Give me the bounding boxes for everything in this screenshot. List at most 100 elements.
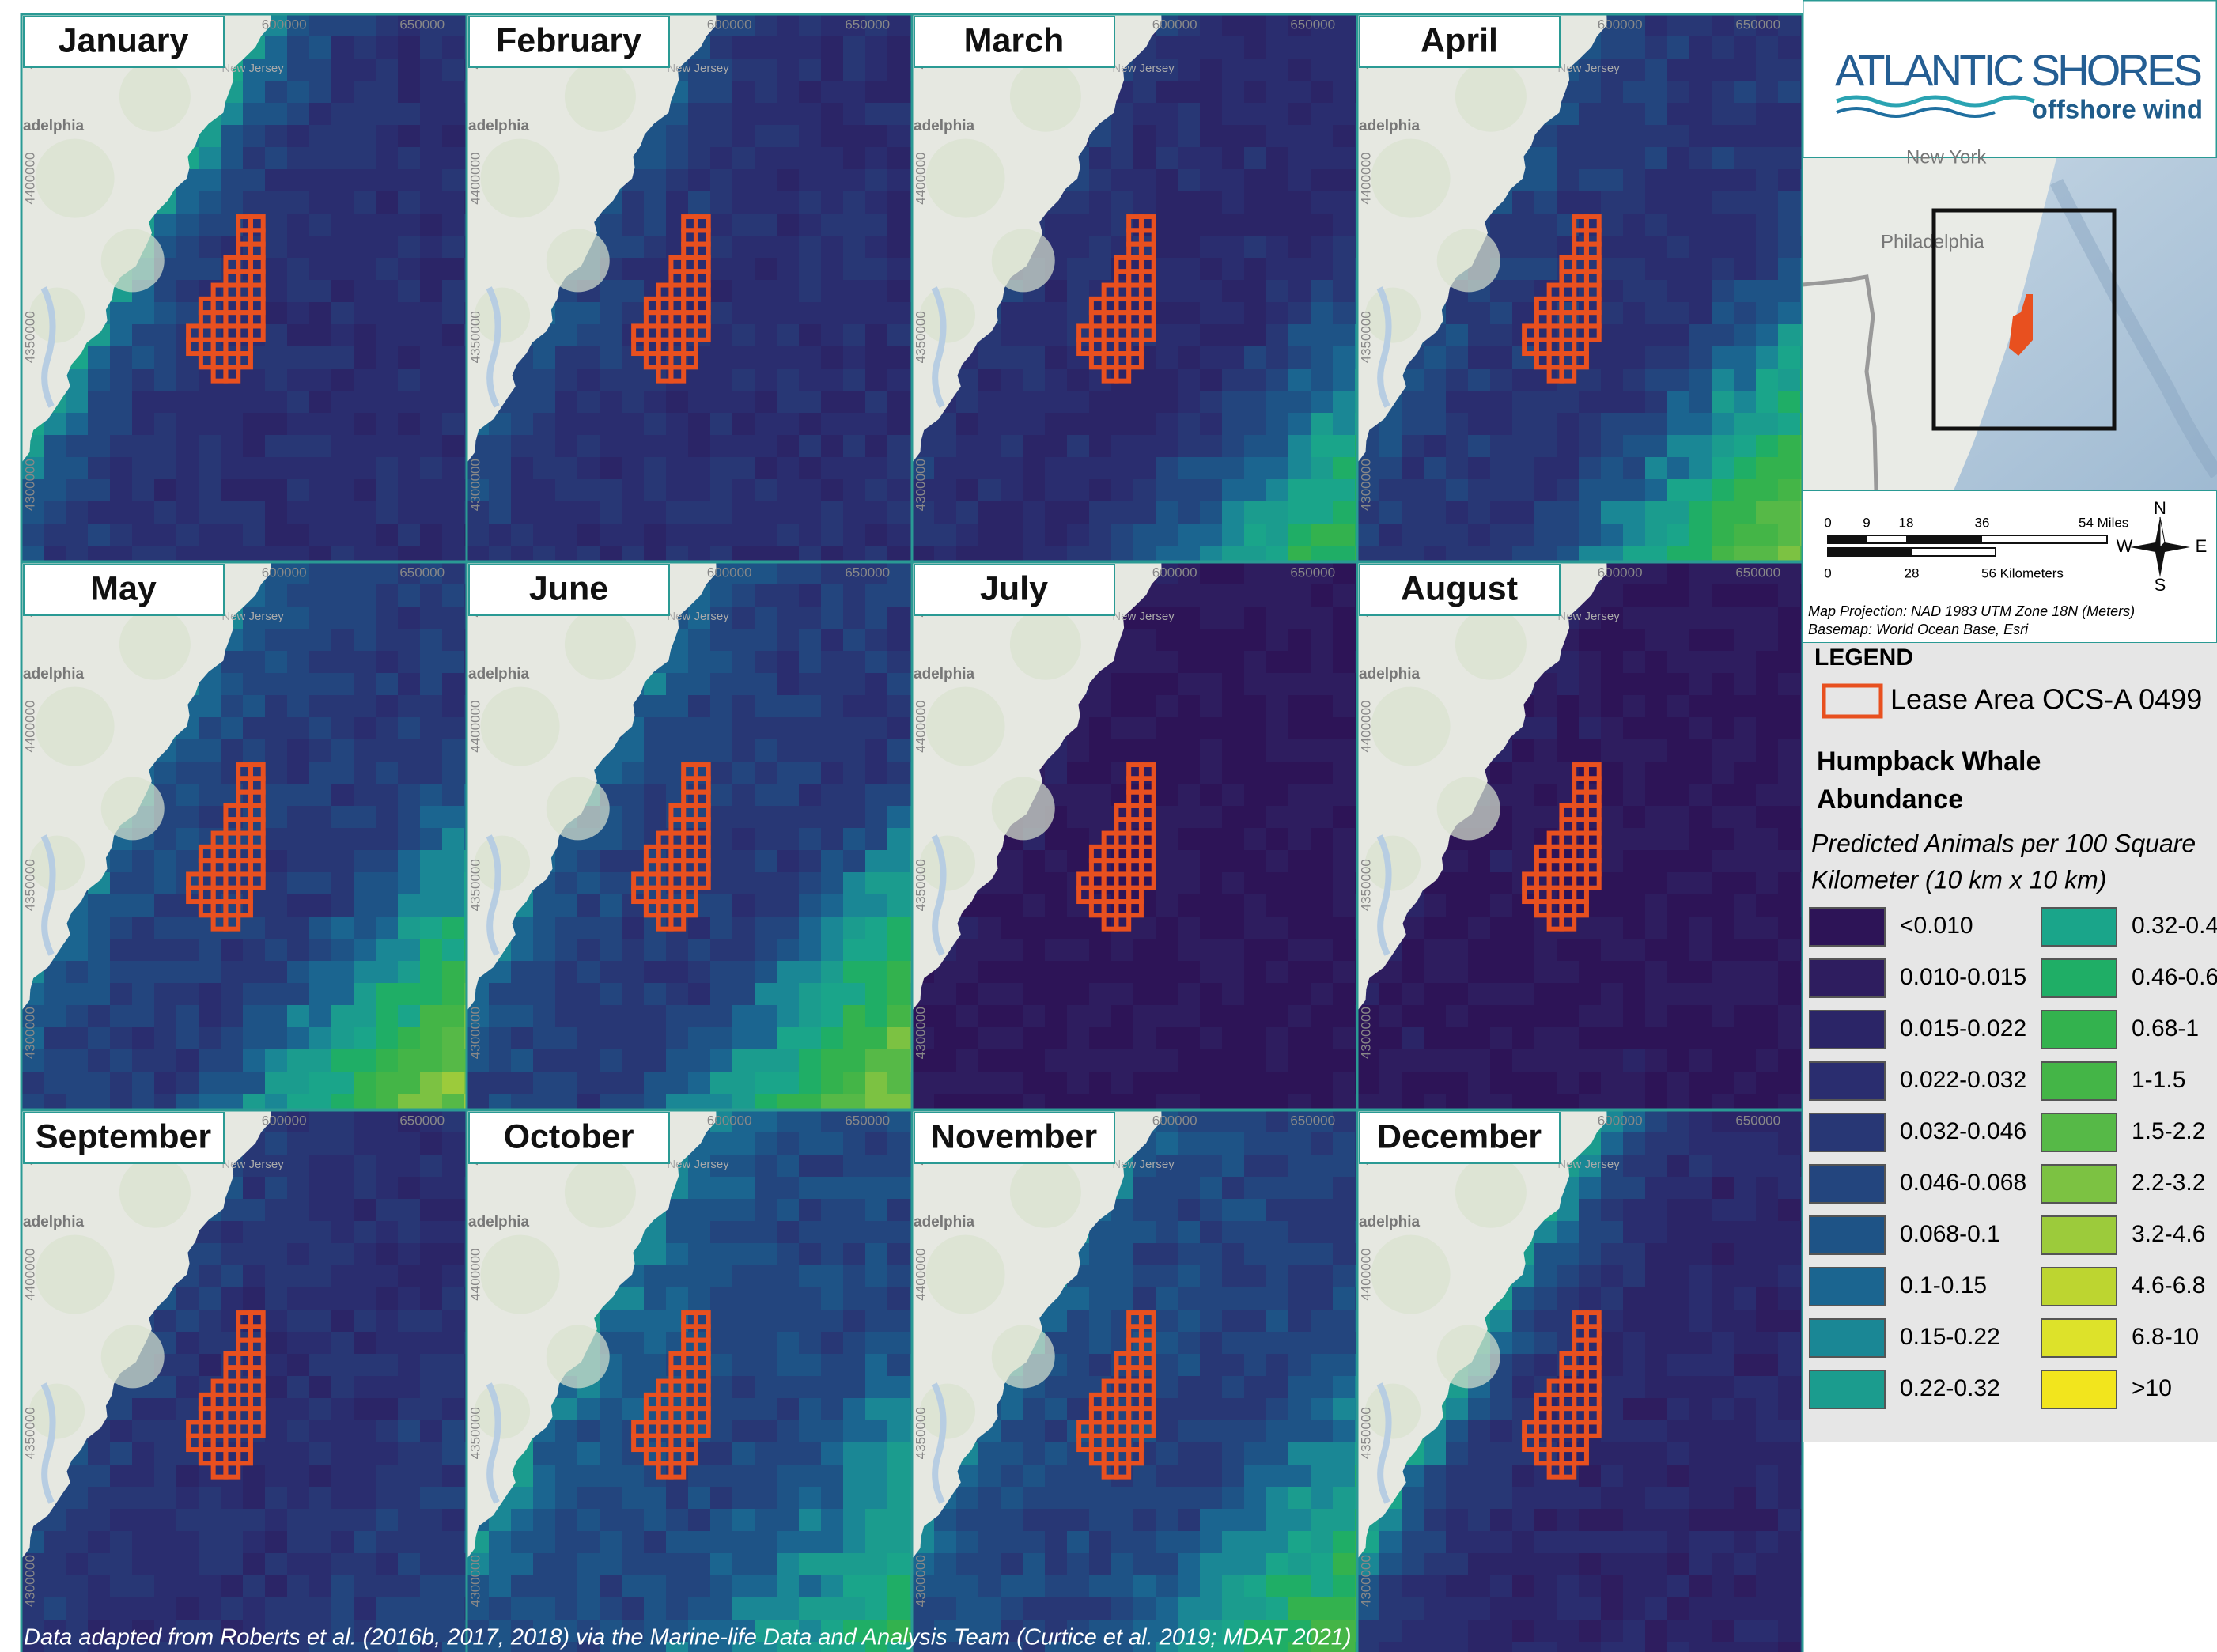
- abundance-cell: [221, 391, 244, 414]
- abundance-cell: [88, 391, 111, 414]
- abundance-cell: [755, 479, 777, 502]
- abundance-cell: [710, 36, 733, 59]
- abundance-cell: [376, 1027, 399, 1050]
- abundance-cell: [688, 81, 711, 104]
- abundance-cell: [309, 1287, 332, 1310]
- abundance-cell: [887, 435, 910, 458]
- abundance-cell: [1222, 1005, 1245, 1028]
- abundance-cell: [376, 806, 399, 829]
- monthly-maps: 600000650000445440000043500004300000adel…: [20, 13, 1804, 1652]
- easting-label: 600000: [1598, 17, 1643, 32]
- abundance-cell: [1133, 59, 1156, 81]
- abundance-cell: [1534, 546, 1557, 561]
- abundance-cell: [1222, 762, 1245, 784]
- abundance-cell: [1667, 872, 1690, 895]
- abundance-cell: [1156, 1072, 1178, 1094]
- abundance-cell: [1222, 1072, 1245, 1094]
- abundance-cell: [511, 1072, 534, 1094]
- abundance-cell: [44, 1094, 66, 1110]
- abundance-cell: [309, 14, 332, 37]
- abundance-cell: [511, 479, 534, 502]
- abundance-cell: [1645, 546, 1668, 561]
- abundance-cell: [221, 413, 244, 436]
- abundance-cell: [777, 939, 800, 962]
- abundance-cell: [1266, 435, 1289, 458]
- abundance-cell: [1001, 872, 1023, 895]
- abundance-cell: [1045, 369, 1068, 391]
- abundance-cell: [1490, 917, 1513, 939]
- abundance-cell: [1200, 939, 1223, 962]
- abundance-cell: [1133, 739, 1156, 762]
- abundance-cell: [1778, 784, 1801, 807]
- abundance-cell: [1424, 1049, 1447, 1072]
- abundance-cell: [777, 717, 800, 740]
- northing-label: 4300000: [913, 459, 928, 511]
- abundance-cell: [309, 762, 332, 784]
- abundance-cell: [398, 1094, 421, 1110]
- abundance-cell: [376, 236, 399, 259]
- abundance-cell: [732, 806, 755, 829]
- abundance-cell: [1067, 501, 1090, 524]
- abundance-cell: [376, 894, 399, 917]
- abundance-cell: [821, 939, 844, 962]
- abundance-cell: [265, 258, 288, 281]
- abundance-cell: [821, 850, 844, 873]
- abundance-cell: [1288, 894, 1311, 917]
- abundance-cell: [265, 1049, 288, 1072]
- abundance-cell: [1468, 850, 1491, 873]
- abundance-cell: [309, 1005, 332, 1028]
- abundance-cell: [865, 939, 888, 962]
- abundance-cell: [132, 391, 155, 414]
- abundance-cell: [1734, 36, 1757, 59]
- abundance-cell: [398, 59, 421, 81]
- abundance-cell: [489, 435, 512, 458]
- abundance-cell: [442, 1398, 465, 1421]
- abundance-cell: [710, 651, 733, 674]
- abundance-cell: [420, 828, 443, 851]
- abundance-cell: [442, 501, 465, 524]
- abundance-cell: [1266, 1005, 1289, 1028]
- abundance-cell: [1756, 236, 1779, 259]
- abundance-cell: [354, 828, 376, 851]
- abundance-cell: [732, 14, 755, 37]
- abundance-cell: [331, 629, 354, 652]
- abundance-cell: [1200, 607, 1223, 629]
- abundance-cell: [1645, 369, 1668, 391]
- abundance-cell: [1712, 59, 1735, 81]
- abundance-cell: [1111, 717, 1134, 740]
- abundance-cell: [1156, 784, 1178, 807]
- northing-label: 4300000: [467, 1007, 482, 1059]
- abundance-cell: [1402, 413, 1424, 436]
- abundance-cell: [1156, 435, 1178, 458]
- abundance-cell: [1244, 607, 1267, 629]
- abundance-cell: [1734, 739, 1757, 762]
- abundance-cell: [1667, 169, 1690, 192]
- abundance-cell: [1512, 369, 1535, 391]
- abundance-cell: [1133, 391, 1156, 414]
- abundance-cell: [1111, 983, 1134, 1006]
- month-label: March: [964, 21, 1065, 59]
- abundance-cell: [622, 850, 645, 873]
- abundance-cell: [821, 546, 844, 561]
- abundance-cell: [1712, 584, 1735, 607]
- abundance-cell: [1689, 103, 1712, 126]
- abundance-cell: [354, 524, 376, 546]
- easting-label: 650000: [845, 17, 890, 32]
- abundance-cell: [533, 1072, 556, 1094]
- abundance-cell: [1689, 501, 1712, 524]
- abundance-cell: [644, 939, 667, 962]
- abundance-cell: [398, 806, 421, 829]
- abundance-cell: [420, 59, 443, 81]
- abundance-cell: [1222, 584, 1245, 607]
- abundance-cell: [1311, 501, 1334, 524]
- abundance-cell: [1601, 983, 1624, 1006]
- abundance-cell: [1579, 983, 1602, 1006]
- abundance-cell: [1667, 302, 1690, 325]
- abundance-cell: [865, 584, 888, 607]
- abundance-cell: [331, 59, 354, 81]
- abundance-cell: [533, 346, 556, 369]
- abundance-cell: [132, 850, 155, 873]
- abundance-cell: [821, 629, 844, 652]
- abundance-cell: [1623, 673, 1646, 696]
- abundance-cell: [66, 1072, 89, 1094]
